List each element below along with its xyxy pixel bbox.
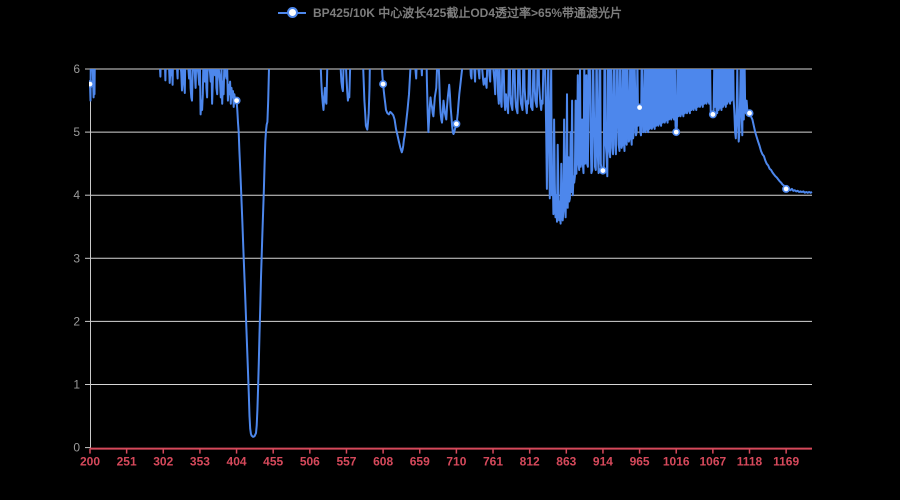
data-point-marker[interactable]	[87, 80, 94, 89]
legend-line-marker-icon	[277, 7, 306, 18]
x-axis-label-302: 302	[153, 455, 173, 469]
x-axis-label-506: 506	[300, 455, 320, 469]
y-axis-label-3: 3	[73, 251, 80, 265]
data-point-marker[interactable]	[782, 184, 791, 193]
data-point-marker[interactable]	[452, 119, 461, 128]
x-axis-label-659: 659	[410, 455, 430, 469]
y-axis-label-0: 0	[73, 441, 80, 455]
y-axis-label-6: 6	[73, 62, 80, 76]
x-axis-label-353: 353	[190, 455, 210, 469]
x-axis-label-761: 761	[483, 455, 503, 469]
x-axis-label-557: 557	[336, 455, 356, 469]
legend-circle-icon	[286, 7, 298, 18]
x-axis-label-812: 812	[520, 455, 540, 469]
y-axis-label-1: 1	[73, 378, 80, 392]
x-axis-label-710: 710	[446, 455, 466, 469]
x-axis-label-200: 200	[80, 455, 100, 469]
x-axis-label-1118: 1118	[737, 455, 763, 469]
x-axis-label-251: 251	[117, 455, 137, 469]
data-point-marker[interactable]	[598, 166, 607, 175]
series-line-path[interactable]	[89, 44, 813, 438]
x-axis-label-914: 914	[593, 455, 613, 469]
data-point-marker[interactable]	[708, 110, 717, 119]
data-point-marker[interactable]	[672, 128, 681, 137]
data-point-marker[interactable]	[232, 96, 241, 105]
legend-item[interactable]: BP425/10K 中心波长425截止OD4透过率>65%带通滤光片	[0, 4, 900, 21]
legend-label: BP425/10K 中心波长425截止OD4透过率>65%带通滤光片	[312, 6, 623, 20]
x-axis-label-404: 404	[227, 455, 247, 469]
x-axis-label-863: 863	[556, 455, 576, 469]
y-axis-label-5: 5	[73, 125, 80, 139]
y-axis-label-4: 4	[73, 188, 80, 202]
data-point-marker[interactable]	[745, 109, 754, 118]
x-axis-label-455: 455	[263, 455, 283, 469]
data-point-marker[interactable]	[379, 80, 388, 89]
x-axis-label-965: 965	[630, 455, 650, 469]
data-point-marker[interactable]	[635, 103, 644, 112]
x-axis-label-1067: 1067	[700, 455, 727, 469]
y-axis-label-2: 2	[73, 314, 80, 328]
x-axis-label-608: 608	[373, 455, 393, 469]
x-axis-label-1016: 1016	[663, 455, 690, 469]
x-axis-label-1169: 1169	[773, 455, 799, 469]
